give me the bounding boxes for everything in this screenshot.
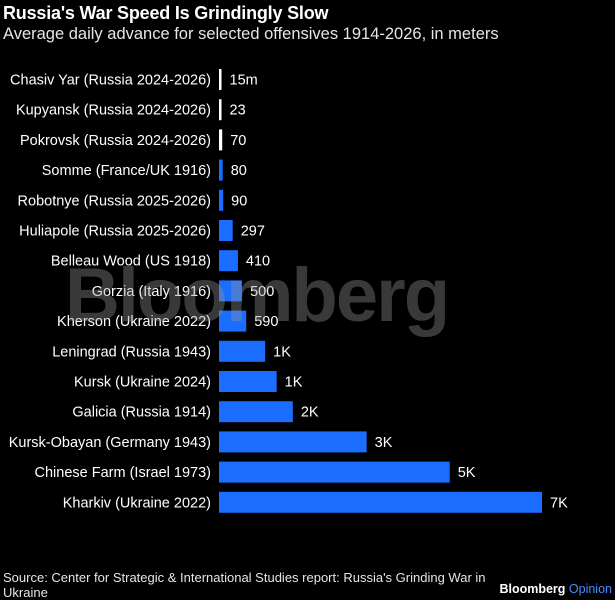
brand-logo: Bloomberg Opinion	[499, 582, 612, 596]
category-label: Kupyansk (Russia 2024-2026)	[16, 103, 211, 119]
category-label: Kursk-Obayan (Germany 1943)	[9, 435, 211, 451]
bar-chart: Chasiv Yar (Russia 2024-2026) 15m Kupyansk…	[9, 69, 568, 513]
bar	[219, 129, 223, 151]
category-label: Kherson (Ukraine 2022)	[57, 314, 211, 330]
bar	[219, 189, 224, 211]
value-label: 23	[230, 103, 246, 119]
bar	[219, 371, 277, 392]
value-label: 590	[254, 314, 278, 330]
bar	[219, 461, 450, 483]
category-label: Chinese Farm (Israel 1973)	[35, 465, 212, 481]
bar	[219, 99, 222, 121]
chart-title: Russia's War Speed Is Grindingly Slow	[3, 3, 329, 23]
category-label: Somme (France/UK 1916)	[42, 163, 211, 179]
category-label: Pokrovsk (Russia 2024-2026)	[20, 133, 211, 149]
bar	[219, 220, 233, 241]
value-label: 297	[241, 224, 265, 240]
value-label: 1K	[285, 375, 303, 391]
value-label: 90	[231, 193, 247, 209]
source-note: Source: Center for Strategic & Internati…	[3, 570, 486, 600]
category-label: Chasiv Yar (Russia 2024-2026)	[10, 73, 211, 89]
bar	[219, 401, 293, 423]
category-label: Gorzia (Italy 1916)	[92, 284, 211, 300]
bar	[219, 250, 238, 272]
brand-suffix: Opinion	[568, 582, 612, 596]
bar	[219, 310, 247, 332]
value-label: 70	[230, 133, 246, 149]
value-label: 3K	[375, 435, 393, 451]
value-label: 1K	[273, 344, 291, 360]
value-label: 2K	[301, 405, 319, 421]
bar	[219, 431, 367, 453]
category-label: Robotnye (Russia 2025-2026)	[18, 193, 211, 209]
value-label: 15m	[230, 73, 258, 89]
category-label: Huliapole (Russia 2025-2026)	[19, 224, 211, 240]
bar	[219, 340, 266, 362]
value-label: 5K	[458, 465, 476, 481]
bar	[219, 280, 243, 302]
brand-name: Bloomberg	[499, 582, 566, 596]
bar	[219, 159, 223, 181]
category-label: Leningrad (Russia 1943)	[52, 344, 211, 360]
value-label: 80	[231, 163, 247, 179]
bar	[219, 491, 542, 513]
category-label: Belleau Wood (US 1918)	[51, 254, 211, 270]
value-label: 500	[250, 284, 274, 300]
category-label: Kursk (Ukraine 2024)	[74, 375, 211, 391]
value-label: 410	[246, 254, 270, 270]
category-label: Galicia (Russia 1914)	[72, 405, 211, 421]
category-label: Kharkiv (Ukraine 2022)	[63, 495, 211, 511]
value-label: 7K	[550, 495, 568, 511]
bar	[219, 69, 222, 90]
chart-subtitle: Average daily advance for selected offen…	[3, 25, 499, 43]
